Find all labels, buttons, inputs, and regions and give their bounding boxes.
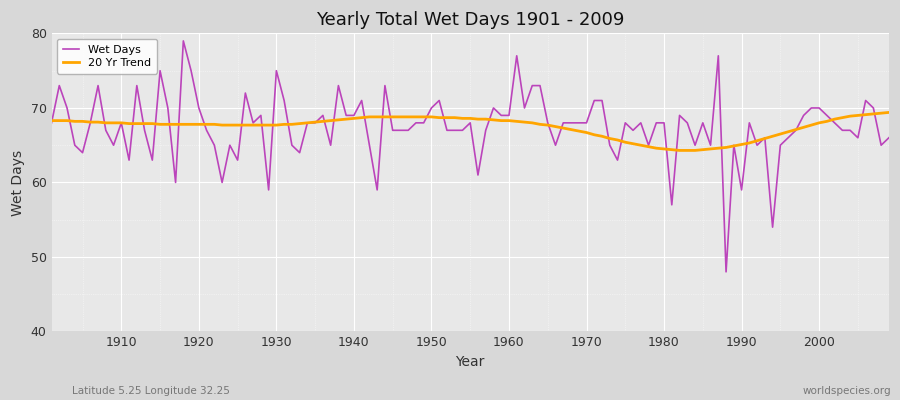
- Title: Yearly Total Wet Days 1901 - 2009: Yearly Total Wet Days 1901 - 2009: [316, 11, 625, 29]
- Wet Days: [46, 120, 57, 125]
- X-axis label: Year: Year: [455, 355, 485, 369]
- Wet Days: [884, 135, 895, 140]
- Wet Days: [286, 143, 297, 148]
- 20 Yr Trend: [496, 118, 507, 123]
- 20 Yr Trend: [674, 148, 685, 153]
- 20 Yr Trend: [108, 120, 119, 125]
- Y-axis label: Wet Days: Wet Days: [11, 149, 25, 216]
- 20 Yr Trend: [884, 110, 895, 115]
- Text: Latitude 5.25 Longitude 32.25: Latitude 5.25 Longitude 32.25: [72, 386, 230, 396]
- Wet Days: [108, 143, 119, 148]
- Wet Days: [504, 113, 515, 118]
- Wet Days: [721, 270, 732, 274]
- Legend: Wet Days, 20 Yr Trend: Wet Days, 20 Yr Trend: [57, 39, 157, 74]
- 20 Yr Trend: [504, 118, 515, 123]
- 20 Yr Trend: [279, 122, 290, 127]
- Line: Wet Days: Wet Days: [51, 41, 889, 272]
- 20 Yr Trend: [325, 118, 336, 123]
- 20 Yr Trend: [597, 134, 608, 139]
- Wet Days: [605, 143, 616, 148]
- Wet Days: [333, 83, 344, 88]
- 20 Yr Trend: [46, 118, 57, 123]
- Line: 20 Yr Trend: 20 Yr Trend: [51, 112, 889, 150]
- Wet Days: [178, 38, 189, 43]
- Wet Days: [511, 53, 522, 58]
- Text: worldspecies.org: worldspecies.org: [803, 386, 891, 396]
